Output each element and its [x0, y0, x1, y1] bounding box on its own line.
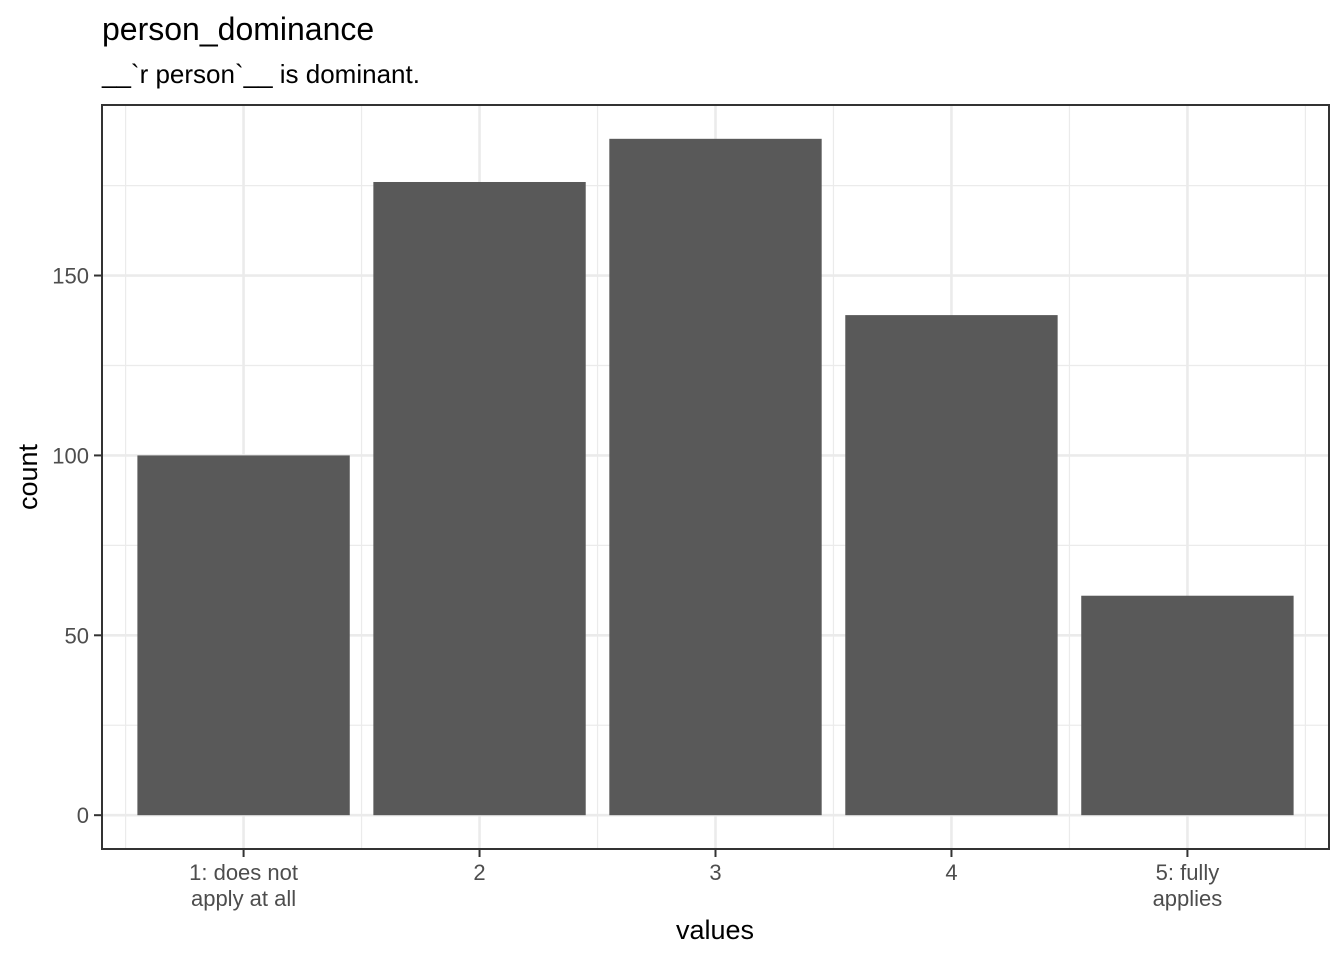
x-tick-label: 3	[709, 860, 721, 885]
y-axis: 0 50 100 150	[52, 264, 102, 828]
y-tick-label: 0	[77, 803, 89, 828]
x-tick-label: 2	[473, 860, 485, 885]
y-tick-label: 100	[52, 443, 89, 468]
bar-4	[845, 315, 1058, 816]
bar-5	[1081, 595, 1294, 816]
x-tick-label: 4	[945, 860, 957, 885]
y-axis-title: count	[13, 443, 43, 510]
x-axis-title: values	[676, 915, 754, 945]
x-tick-label: 1: does not apply at all	[189, 860, 298, 911]
chart-title: person_dominance	[102, 11, 374, 47]
bar-2	[373, 181, 586, 816]
bars	[137, 138, 1294, 816]
bar-3	[609, 138, 822, 816]
x-tick-label: 5: fully applies	[1153, 860, 1223, 911]
y-tick-label: 50	[65, 623, 89, 648]
bar-1	[137, 455, 350, 816]
chart-subtitle: __`r person`__ is dominant.	[101, 59, 420, 89]
y-tick-label: 150	[52, 264, 89, 289]
x-axis: 1: does not apply at all 2 3 4 5: fully applie…	[189, 849, 1222, 911]
